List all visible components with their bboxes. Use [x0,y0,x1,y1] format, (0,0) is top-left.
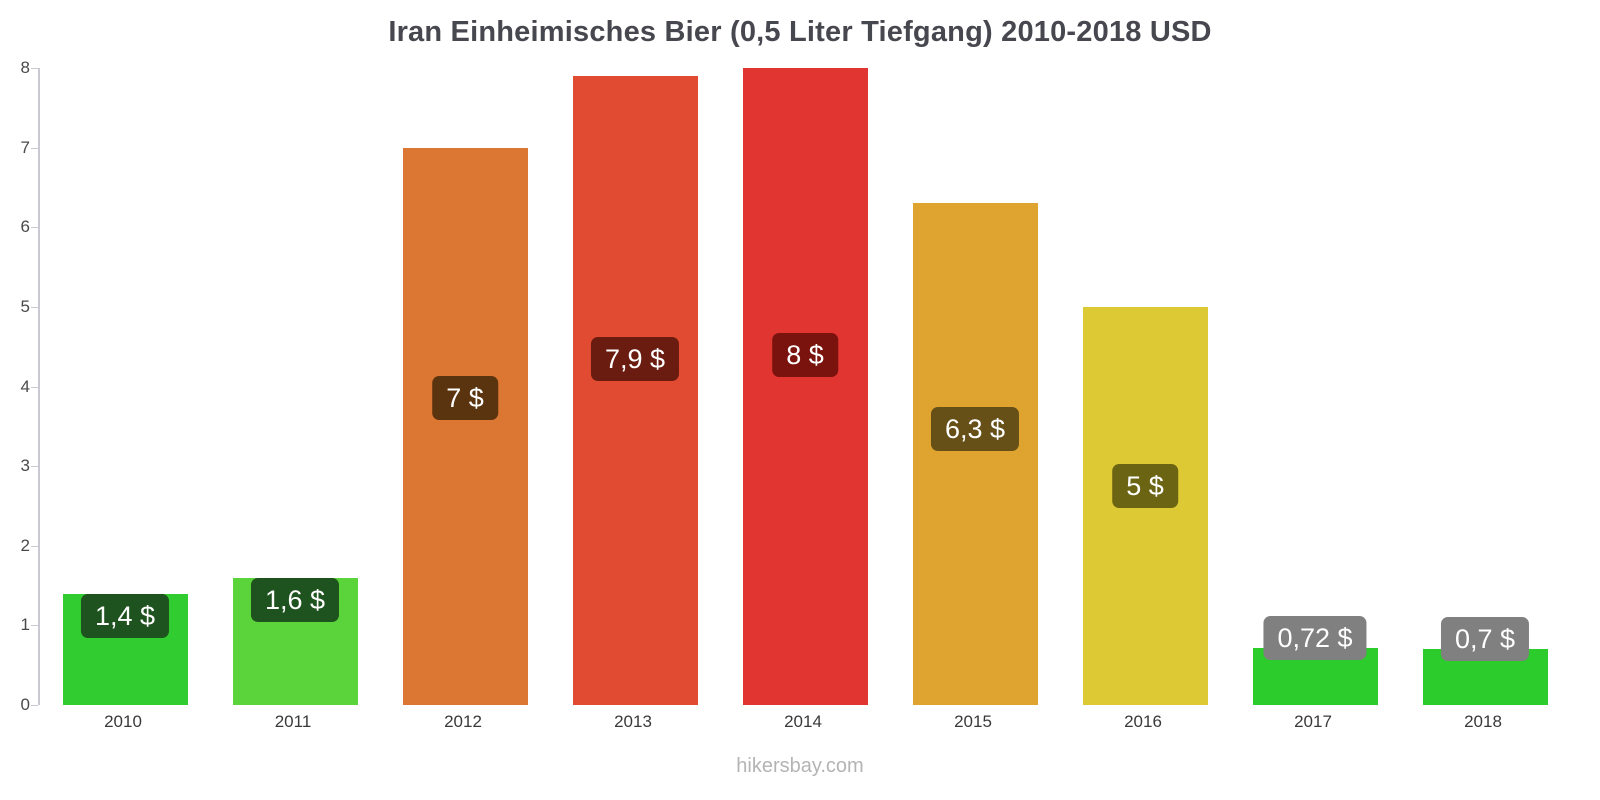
y-axis-tick-mark [31,545,38,547]
bar-value-badge: 7,9 $ [590,337,680,382]
bar-value-badge: 5 $ [1112,464,1178,509]
footer-link[interactable]: hikersbay.com [736,755,864,777]
y-axis-tick-mark [31,147,38,149]
bar-value-badge: 8 $ [772,332,838,377]
y-axis-tick-label: 2 [20,535,30,555]
chart-title: Iran Einheimisches Bier (0,5 Liter Tiefg… [388,16,1212,48]
bar-2015 [912,203,1038,705]
x-axis-label: 2015 [954,712,992,731]
y-axis-tick-label: 7 [20,137,30,157]
bar-2012 [402,147,528,705]
bar-value-badge: 1,4 $ [80,593,170,638]
y-axis-tick-mark [31,68,38,69]
y-axis-tick-label: 8 [20,58,30,77]
bar-value-badge: 7 $ [432,376,498,421]
y-axis-tick-label: 0 [20,695,30,714]
bar-value-badge: 1,6 $ [250,577,340,622]
bar-value-badge: 0,72 $ [1263,615,1367,660]
x-axis-label: 2011 [274,712,312,731]
y-axis-tick-label: 6 [20,217,30,237]
x-axis-label: 2013 [614,712,652,731]
bar-value-badge: 6,3 $ [930,407,1020,452]
y-axis-tick-label: 5 [20,296,30,316]
y-axis-tick-mark [31,306,38,308]
plot-area: 1,4 $ 1,6 $ 7 $ 7,9 $ 8 $ 6,3 $ 5 $ 0,72 $ 0,7 $ [38,68,1570,705]
y-axis-tick-mark [31,466,38,468]
bar-2013 [572,75,698,705]
bar-2014 [742,68,868,705]
x-axis-label: 2018 [1464,712,1502,731]
x-axis-label: 2012 [444,712,482,731]
x-axis-label: 2010 [104,712,142,731]
y-axis-tick-label: 4 [20,376,30,396]
x-axis-label: 2016 [1124,712,1162,731]
x-axis-label: 2017 [1294,712,1332,731]
y-axis-tick-mark [31,227,38,229]
bar-value-badge: 0,7 $ [1440,617,1530,662]
x-axis-label: 2014 [784,712,822,731]
y-axis-tick-mark [31,625,38,627]
y-axis-tick-mark [31,705,38,706]
y-axis-tick-label: 1 [20,615,30,635]
y-axis-tick-mark [31,386,38,388]
y-axis-tick-label: 3 [20,456,30,476]
